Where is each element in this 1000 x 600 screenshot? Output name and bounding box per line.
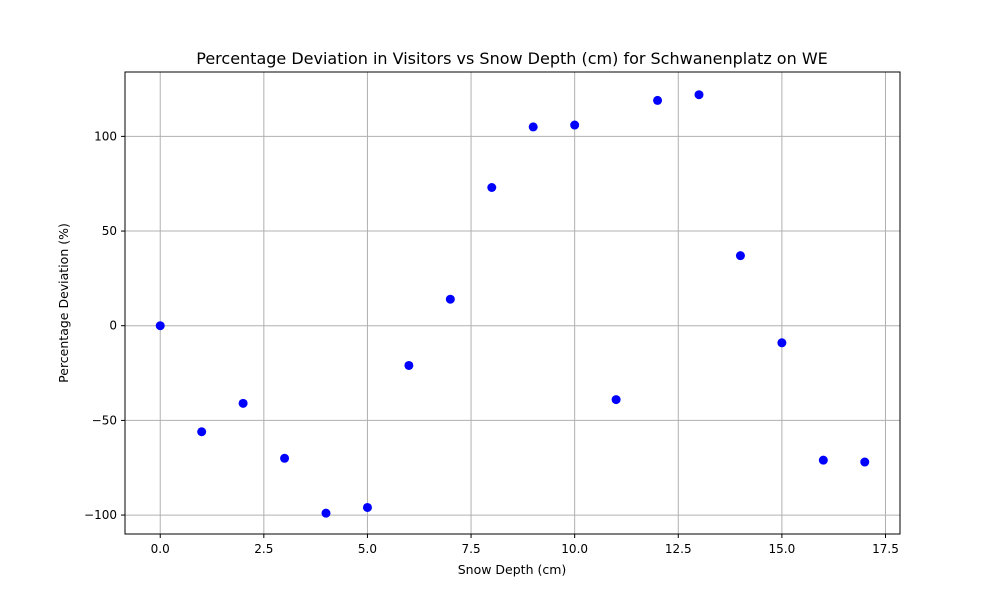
y-axis-label: Percentage Deviation (%) bbox=[56, 223, 71, 383]
x-axis-ticks: 0.0 2.5 5.0 7.5 10.0 12.5 15.0 17.5 bbox=[151, 534, 899, 556]
x-tick-label: 17.5 bbox=[872, 542, 899, 556]
data-point bbox=[777, 338, 787, 348]
y-tick-label: −100 bbox=[84, 508, 117, 522]
x-axis-label: Snow Depth (cm) bbox=[458, 562, 567, 577]
x-tick-label: 12.5 bbox=[665, 542, 692, 556]
x-tick-label: 10.0 bbox=[561, 542, 588, 556]
x-tick-label: 2.5 bbox=[254, 542, 273, 556]
data-point bbox=[280, 453, 290, 463]
data-point bbox=[487, 183, 497, 192]
y-tick-label: −50 bbox=[92, 413, 117, 427]
data-point bbox=[321, 508, 331, 518]
x-tick-label: 15.0 bbox=[769, 542, 796, 556]
data-point bbox=[694, 90, 704, 100]
data-point bbox=[445, 294, 455, 304]
data-point bbox=[404, 360, 414, 370]
data-point bbox=[155, 321, 165, 331]
data-point bbox=[653, 95, 663, 105]
data-point bbox=[238, 398, 248, 408]
chart-title: Percentage Deviation in Visitors vs Snow… bbox=[196, 49, 828, 68]
data-point bbox=[860, 457, 870, 467]
data-points bbox=[155, 90, 870, 518]
plot-frame bbox=[124, 71, 901, 535]
data-point bbox=[362, 502, 372, 512]
data-point bbox=[735, 251, 745, 261]
data-point bbox=[570, 120, 580, 130]
y-tick-label: 100 bbox=[94, 129, 117, 143]
data-point bbox=[197, 427, 207, 437]
data-point bbox=[611, 395, 621, 405]
y-tick-label: 50 bbox=[102, 224, 117, 238]
x-tick-label: 5.0 bbox=[358, 542, 377, 556]
data-point bbox=[818, 455, 828, 465]
data-point bbox=[528, 122, 538, 132]
y-axis-ticks: −100 −50 0 50 100 bbox=[84, 129, 125, 522]
x-tick-label: 7.5 bbox=[462, 542, 481, 556]
y-tick-label: 0 bbox=[109, 319, 117, 333]
grid-lines bbox=[125, 72, 900, 534]
x-tick-label: 0.0 bbox=[151, 542, 170, 556]
